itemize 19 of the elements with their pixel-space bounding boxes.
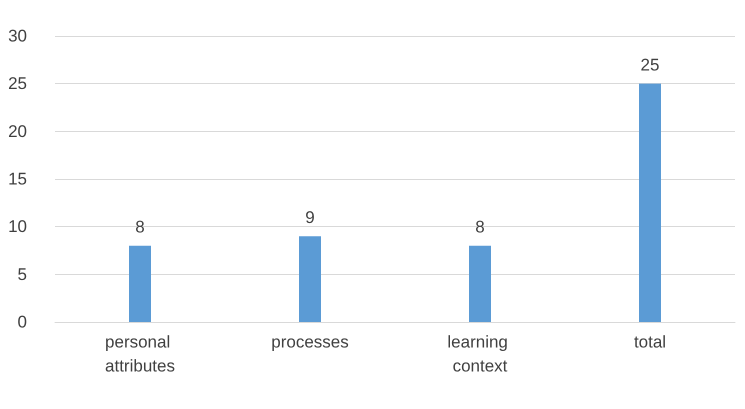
y-tick-label: 25 <box>8 74 27 94</box>
bar <box>299 236 321 322</box>
y-tick-label: 0 <box>18 312 27 332</box>
data-label: 8 <box>135 218 145 237</box>
bar <box>639 84 661 322</box>
data-label: 9 <box>305 208 315 228</box>
y-tick-label: 20 <box>8 122 27 141</box>
y-tick-label: 5 <box>18 264 27 284</box>
data-label: 25 <box>640 56 660 75</box>
x-tick-label: learning context <box>447 332 513 376</box>
y-tick-label: 15 <box>8 170 27 188</box>
x-tick-label: processes <box>271 332 349 352</box>
x-tick-label: personal attributes <box>105 332 175 376</box>
y-tick-label: 30 <box>8 26 27 46</box>
x-tick-label: total <box>634 332 666 352</box>
bar <box>469 246 491 322</box>
y-tick-label: 10 <box>8 217 27 236</box>
bar <box>129 246 151 322</box>
data-label: 8 <box>475 218 485 237</box>
